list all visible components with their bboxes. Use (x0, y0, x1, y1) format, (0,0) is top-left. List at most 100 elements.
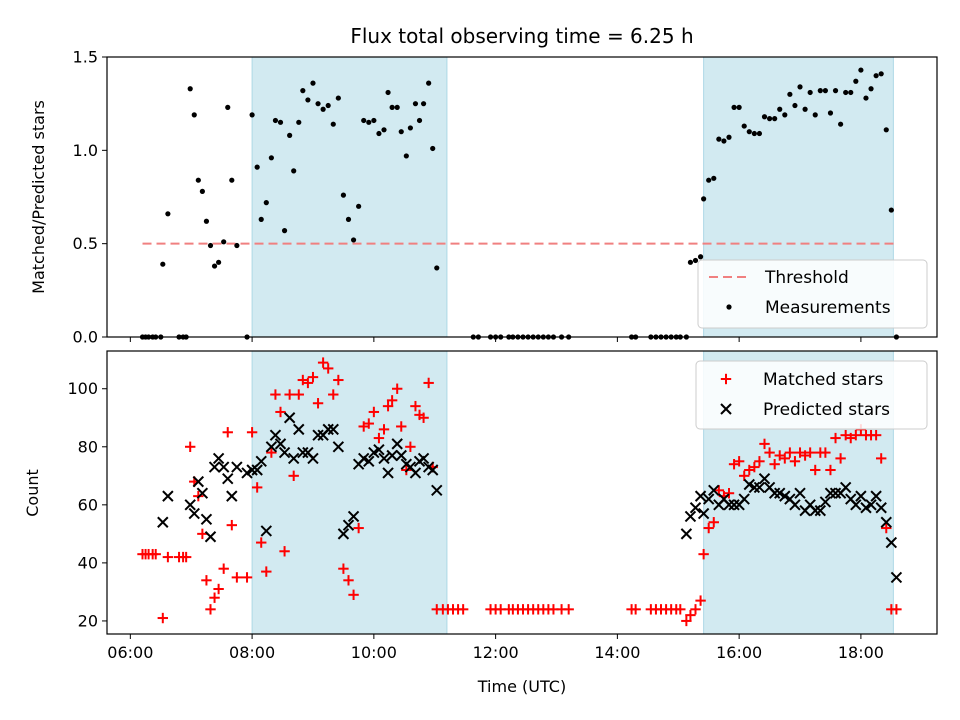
predicted-stars-point-b (260, 525, 273, 537)
predicted-stars-point (188, 507, 200, 520)
y-tick-label: 1.0 (73, 141, 98, 160)
matched-stars-point (708, 517, 719, 528)
predicted-stars-point (287, 452, 300, 465)
predicted-stars-point (794, 487, 806, 499)
predicted-stars-point-b (287, 452, 300, 465)
predicted-stars-point (378, 452, 390, 465)
predicted-stars-point-b (829, 487, 842, 499)
predicted-stars-point (753, 481, 766, 494)
matched-stars-point (418, 412, 429, 423)
predicted-stars-point-b (184, 499, 196, 511)
matched-stars-point (703, 522, 714, 534)
predicted-stars-point-b (763, 481, 776, 494)
y-tick-label: 0.5 (73, 234, 98, 253)
predicted-stars-point (265, 441, 278, 453)
matched-stars-point (185, 441, 196, 452)
matched-stars-point (241, 572, 253, 583)
matched-stars-point (713, 485, 725, 496)
y-tick-label: 40 (78, 553, 98, 572)
measurements-point (797, 84, 803, 90)
predicted-stars-point-b (322, 423, 334, 436)
measurements-point (272, 117, 279, 124)
predicted-stars-point-b (723, 499, 735, 511)
measurements-point (229, 177, 235, 183)
y-tick-label: 60 (78, 495, 98, 514)
matched-stars-point (685, 609, 696, 621)
measurements-point (263, 200, 269, 206)
measurements-point (315, 101, 321, 107)
count-panel-data (137, 357, 903, 627)
measurements-point (207, 242, 214, 249)
measurements-point (403, 153, 409, 159)
matched-stars-point (386, 395, 398, 406)
predicted-stars-point (870, 490, 882, 502)
measurements-point (883, 127, 889, 133)
predicted-stars-point-b (297, 446, 309, 459)
measurements-point (389, 104, 395, 110)
matched-stars-point (279, 546, 290, 557)
predicted-stars-point-b (162, 490, 174, 502)
predicted-stars-point-b (789, 499, 801, 511)
measurements-point (888, 207, 894, 213)
measurements-point (366, 119, 372, 125)
matched-stars-point (875, 453, 887, 464)
predicted-stars-point (829, 487, 842, 499)
predicted-stars-point-b (845, 493, 857, 505)
y-tick-label: 80 (78, 437, 98, 456)
matched-stars-point (733, 456, 745, 467)
predicted-stars-point-b (255, 455, 267, 468)
matched-stars-point (784, 447, 796, 458)
legend-predicted-label: Predicted stars (763, 400, 890, 420)
predicted-stars-point (184, 499, 196, 511)
measurements-point (858, 67, 864, 73)
matched-stars-point (288, 470, 299, 482)
predicted-stars-point (342, 519, 355, 531)
matched-stars-point (150, 548, 161, 560)
measurements-point (822, 88, 828, 94)
predicted-stars-point (297, 446, 309, 459)
predicted-stars-point (208, 461, 221, 473)
matched-stars-point (396, 421, 407, 432)
measurements-point (751, 130, 757, 137)
predicted-stars-point-b (391, 438, 403, 450)
matched-stars-point (317, 357, 329, 368)
predicted-stars-point-b (684, 510, 697, 523)
measurements-point (221, 239, 227, 245)
x-tick-label: 12:00 (473, 643, 519, 662)
count-panel: 06:00 08:00 10:00 12:00 14:00 16:00 18:00 20 40 6… (23, 350, 938, 662)
matched-stars-point (881, 522, 892, 534)
matched-stars-point (695, 595, 706, 606)
predicted-stars-point (157, 516, 169, 528)
measurements-point (766, 116, 773, 122)
predicted-stars-point-b (743, 478, 755, 491)
predicted-stars-point-b (809, 504, 821, 517)
predicted-stars-point-b (431, 484, 443, 497)
matched-stars-point (779, 453, 790, 464)
predicted-stars-point (395, 449, 407, 462)
matched-stars-point (270, 389, 281, 400)
measurements-point (225, 104, 231, 110)
predicted-stars-point (217, 461, 230, 473)
measurements-point (234, 242, 240, 249)
measurements-point (701, 196, 707, 202)
predicted-stars-point (386, 449, 398, 462)
matched-stars-point (563, 604, 574, 615)
measurements-point (300, 88, 306, 94)
matched-stars-point (764, 447, 775, 458)
measurements-point (356, 203, 362, 209)
measurements-point (211, 263, 218, 269)
predicted-stars-point (222, 473, 234, 485)
predicted-stars-point (748, 481, 761, 494)
measurements-point (807, 89, 813, 96)
predicted-stars-point (689, 502, 702, 514)
predicted-stars-point-b (378, 452, 390, 465)
x-tick-label: 14:00 (594, 643, 640, 662)
measurements-point (335, 95, 341, 101)
x-tick-label: 10:00 (351, 643, 397, 662)
matched-stars-point (261, 566, 272, 577)
matched-stars-point (789, 456, 801, 467)
ratio-panel-frame (106, 56, 938, 338)
predicted-stars-point-b (753, 481, 766, 494)
predicted-stars-point (327, 423, 339, 436)
